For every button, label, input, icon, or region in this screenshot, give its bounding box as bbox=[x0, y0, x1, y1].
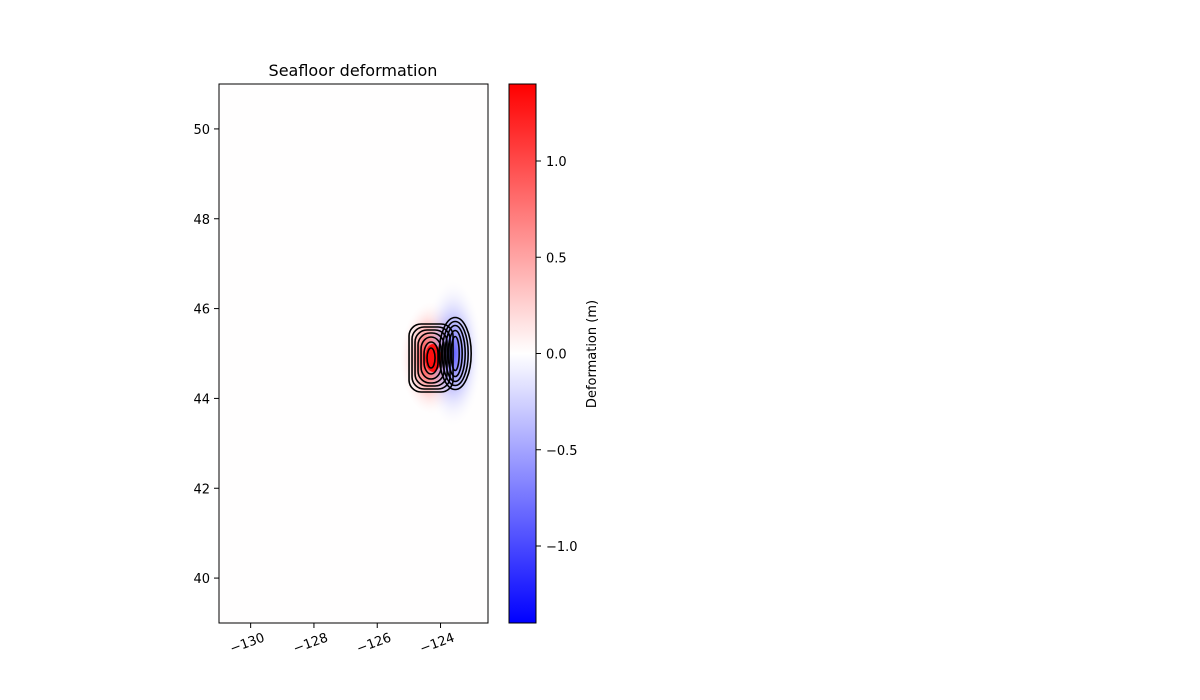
colorbar-label: Deformation (m) bbox=[585, 300, 600, 408]
colorbar-tick-label: 0.0 bbox=[546, 348, 567, 363]
uplift-contour bbox=[426, 347, 436, 369]
subsidence-contour bbox=[450, 335, 460, 372]
y-axis: 40 42 44 46 48 50 bbox=[193, 123, 219, 587]
colorbar-axis: 1.0 0.5 0.0 −0.5 −1.0 bbox=[536, 155, 578, 555]
colorbar-tick-label: −1.0 bbox=[546, 540, 578, 555]
uplift-contour bbox=[423, 341, 439, 375]
colorbar bbox=[508, 83, 537, 624]
y-tick-label: 40 bbox=[193, 572, 210, 587]
uplift-contour bbox=[411, 326, 451, 390]
y-tick-label: 48 bbox=[193, 213, 210, 228]
uplift-contour bbox=[414, 329, 448, 387]
y-tick-label: 44 bbox=[193, 392, 210, 407]
contour-lines bbox=[408, 316, 472, 393]
x-tick-label: −130 bbox=[228, 631, 267, 657]
x-tick-label: −124 bbox=[418, 631, 457, 657]
colorbar-tick-label: 0.5 bbox=[546, 251, 567, 266]
y-tick-label: 46 bbox=[193, 303, 210, 318]
y-tick-label: 50 bbox=[193, 123, 210, 138]
subsidence-contour bbox=[447, 329, 463, 378]
x-tick-label: −126 bbox=[355, 631, 394, 657]
colorbar-tick-label: 1.0 bbox=[546, 155, 567, 170]
x-axis: −130 −128 −126 −124 bbox=[228, 623, 457, 657]
uplift-contour bbox=[408, 323, 454, 393]
colorbar-tick-label: −0.5 bbox=[546, 444, 578, 459]
uplift-contour bbox=[417, 332, 445, 384]
subsidence-contour bbox=[444, 324, 466, 383]
y-tick-label: 42 bbox=[193, 482, 210, 497]
plot-frame bbox=[218, 83, 489, 624]
x-tick-label: −128 bbox=[291, 631, 330, 657]
subsidence-contour bbox=[438, 316, 472, 391]
subsidence-contour bbox=[441, 320, 469, 387]
uplift-contour bbox=[420, 336, 442, 380]
chart-title: Seafloor deformation bbox=[269, 61, 438, 80]
